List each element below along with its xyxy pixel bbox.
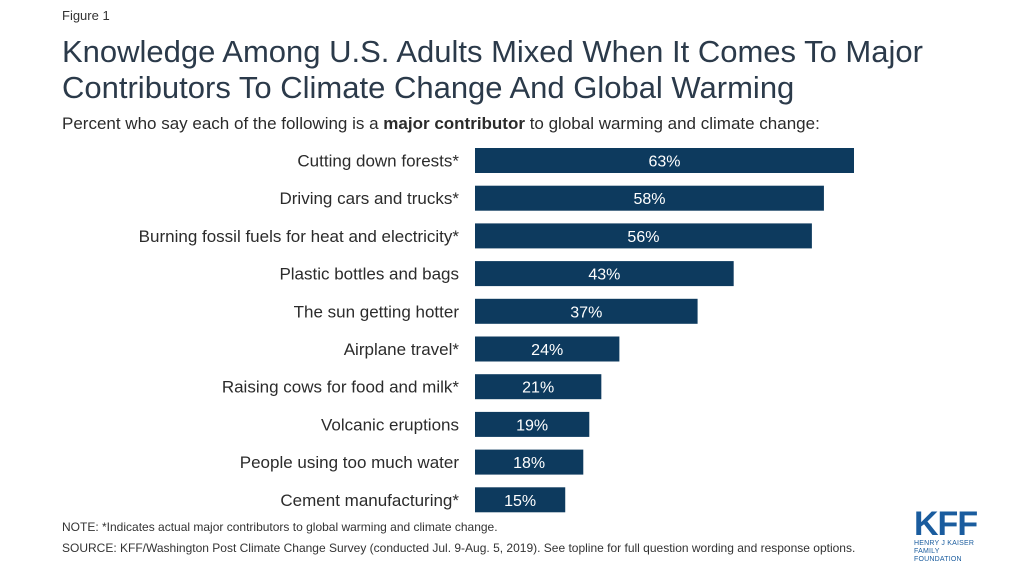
value-label: 19%: [516, 417, 548, 434]
category-label: Burning fossil fuels for heat and electr…: [139, 227, 460, 246]
bar-6: [475, 374, 602, 400]
source-note: SOURCE: KFF/Washington Post Climate Chan…: [62, 541, 856, 555]
value-label: 43%: [588, 267, 620, 284]
figure-label: Figure 1: [62, 8, 110, 23]
logo-mark: KFF: [914, 505, 978, 543]
bar-1: [475, 185, 824, 211]
bar-8: [475, 449, 584, 475]
value-label: 21%: [522, 380, 554, 397]
bar-9: [475, 487, 566, 513]
subtitle-text-bold: major contributor: [383, 114, 525, 133]
bar-chart: Cutting down forests* 63% Driving cars and…: [139, 148, 854, 513]
value-label: 63%: [648, 154, 680, 171]
kff-logo: KFF HENRY J KAISER FAMILY FOUNDATION: [914, 505, 988, 563]
category-label: Raising cows for food and milk*: [222, 378, 460, 397]
bar-3: [475, 261, 734, 287]
bar-5: [475, 336, 620, 362]
bar-2: [475, 223, 812, 249]
bar-4: [475, 298, 698, 324]
chart-title: Knowledge Among U.S. Adults Mixed When I…: [62, 34, 923, 105]
category-label: Plastic bottles and bags: [279, 265, 459, 284]
value-label: 18%: [513, 455, 545, 472]
footnote: NOTE: *Indicates actual major contributo…: [62, 520, 498, 534]
category-label: Cement manufacturing*: [280, 491, 459, 510]
category-label: People using too much water: [240, 453, 460, 472]
value-label: 56%: [627, 229, 659, 246]
subtitle-text-before: Percent who say each of the following is…: [62, 114, 384, 133]
category-label: Driving cars and trucks*: [279, 189, 459, 208]
category-label: The sun getting hotter: [294, 302, 460, 321]
logo-line-2: FAMILY FOUNDATION: [914, 548, 962, 563]
category-label: Airplane travel*: [344, 340, 460, 359]
value-label: 37%: [570, 304, 602, 321]
value-label: 15%: [504, 493, 536, 510]
chart-subtitle: Percent who say each of the following is…: [62, 114, 820, 134]
bar-7: [475, 411, 590, 437]
subtitle-text-after: to global warming and climate change:: [524, 114, 820, 133]
logo-line-1: HENRY J KAISER: [914, 540, 975, 547]
category-label: Volcanic eruptions: [321, 415, 459, 434]
bar-0: [475, 148, 854, 173]
value-label: 58%: [633, 191, 665, 208]
value-label: 24%: [531, 342, 563, 359]
category-label: Cutting down forests*: [297, 152, 459, 171]
